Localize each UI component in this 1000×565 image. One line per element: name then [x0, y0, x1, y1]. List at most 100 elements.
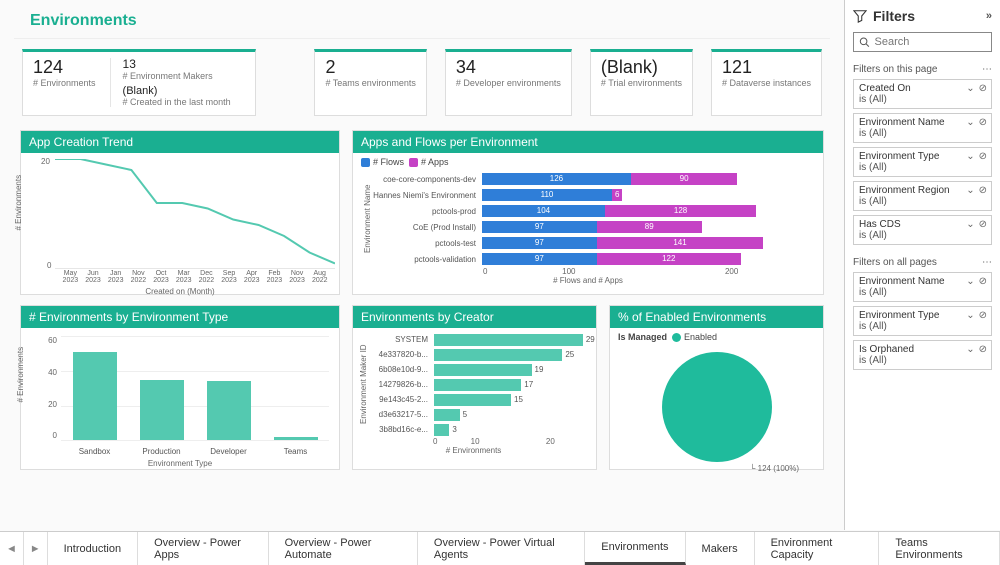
report-tab[interactable]: Overview - Power Automate	[269, 532, 418, 565]
column-bar[interactable]	[207, 381, 251, 440]
chevron-down-icon[interactable]: ⌄	[966, 310, 974, 321]
y-axis-label: # Environments	[16, 347, 25, 403]
filter-section-label: Filters on this page	[853, 64, 938, 75]
y-axis-label: Environment Maker ID	[359, 332, 368, 437]
x-axis-label: # Environments	[359, 446, 588, 455]
search-icon	[859, 36, 870, 48]
filter-card[interactable]: Environment Nameis (All)⌄⊘	[853, 272, 992, 302]
bar-row[interactable]: Hannes Niemi's Environment1106	[372, 187, 813, 203]
filter-card[interactable]: Created Onis (All)⌄⊘	[853, 79, 992, 109]
filter-card[interactable]: Is Orphanedis (All)⌄⊘	[853, 340, 992, 370]
bar-row[interactable]: SYSTEM29	[368, 332, 588, 347]
bar-row[interactable]: 14279826-b...17	[368, 377, 588, 392]
tab-scroll-left[interactable]: ◄	[0, 532, 24, 565]
kpi-label: # Trial environments	[601, 78, 682, 88]
kpi-card-environments[interactable]: 124 # Environments 13 # Environment Make…	[22, 49, 256, 116]
card-apps-flows[interactable]: Apps and Flows per Environment # Flows #…	[352, 130, 824, 295]
clear-filter-icon[interactable]: ⊘	[979, 185, 987, 196]
more-icon[interactable]: ⋯	[982, 257, 992, 268]
report-tab[interactable]: Introduction	[48, 532, 138, 565]
card-title: App Creation Trend	[21, 131, 339, 153]
filter-card[interactable]: Environment Nameis (All)⌄⊘	[853, 113, 992, 143]
kpi-label: # Developer environments	[456, 78, 561, 88]
clear-filter-icon[interactable]: ⊘	[979, 83, 987, 94]
card-title: # Environments by Environment Type	[21, 306, 339, 328]
bar-row[interactable]: pctools-prod104128	[372, 203, 813, 219]
chevron-down-icon[interactable]: ⌄	[966, 219, 974, 230]
card-app-creation-trend[interactable]: App Creation Trend # Environments 20 0 M…	[20, 130, 340, 295]
kpi-card-trial[interactable]: (Blank) # Trial environments	[590, 49, 693, 116]
report-tab[interactable]: Environments	[585, 532, 685, 565]
clear-filter-icon[interactable]: ⊘	[979, 151, 987, 162]
clear-filter-icon[interactable]: ⊘	[979, 117, 987, 128]
chevron-down-icon[interactable]: ⌄	[966, 276, 974, 287]
filter-card[interactable]: Environment Regionis (All)⌄⊘	[853, 181, 992, 211]
chart-legend: # Flows # Apps	[353, 153, 823, 171]
bar-row[interactable]: 3b8bd16c-e...3	[368, 422, 588, 437]
clear-filter-icon[interactable]: ⊘	[979, 219, 987, 230]
bar-row[interactable]: 4e337820-b...25	[368, 347, 588, 362]
report-tab[interactable]: Environment Capacity	[755, 532, 880, 565]
column-bar[interactable]	[73, 352, 117, 440]
clear-filter-icon[interactable]: ⊘	[979, 344, 987, 355]
filter-card[interactable]: Environment Typeis (All)⌄⊘	[853, 147, 992, 177]
more-icon[interactable]: ⋯	[982, 64, 992, 75]
card-title: Apps and Flows per Environment	[353, 131, 823, 153]
kpi-value: 13	[123, 58, 231, 71]
pie-chart	[662, 352, 772, 462]
report-tab[interactable]: Overview - Power Apps	[138, 532, 269, 565]
bar-row[interactable]: pctools-test97141	[372, 235, 813, 251]
clear-filter-icon[interactable]: ⊘	[979, 276, 987, 287]
chevron-down-icon[interactable]: ⌄	[966, 83, 974, 94]
collapse-pane-icon[interactable]: »	[986, 10, 992, 22]
bar-row[interactable]: coe-core-components-dev12690	[372, 171, 813, 187]
filter-card[interactable]: Has CDSis (All)⌄⊘	[853, 215, 992, 245]
kpi-label: # Environment Makers	[123, 71, 231, 81]
kpi-label: # Teams environments	[325, 78, 415, 88]
bar-row[interactable]: pctools-validation97122	[372, 251, 813, 267]
tab-scroll-right[interactable]: ►	[24, 532, 48, 565]
filters-pane: Filters » Filters on this page⋯ Created …	[844, 0, 1000, 530]
kpi-value: (Blank)	[123, 85, 231, 97]
bar-row[interactable]: 6b08e10d-9...19	[368, 362, 588, 377]
card-env-by-type[interactable]: # Environments by Environment Type # Env…	[20, 305, 340, 470]
bar-row[interactable]: CoE (Prod Install)9789	[372, 219, 813, 235]
kpi-card-dataverse[interactable]: 121 # Dataverse instances	[711, 49, 822, 116]
kpi-value: 34	[456, 58, 561, 78]
kpi-value: 124	[33, 58, 96, 78]
card-title: % of Enabled Environments	[610, 306, 823, 328]
x-axis-label: Created on (Month)	[21, 287, 339, 296]
kpi-card-developer[interactable]: 34 # Developer environments	[445, 49, 572, 116]
filters-header: Filters »	[853, 8, 992, 24]
kpi-value: 2	[325, 58, 415, 78]
bar-row[interactable]: d3e63217-5...5	[368, 407, 588, 422]
chevron-down-icon[interactable]: ⌄	[966, 185, 974, 196]
kpi-label: # Environments	[33, 78, 96, 88]
card-env-by-creator[interactable]: Environments by Creator Environment Make…	[352, 305, 597, 470]
y-axis-label: Environment Name	[363, 171, 372, 267]
kpi-label: # Created in the last month	[123, 97, 231, 107]
x-axis-label: # Flows and # Apps	[363, 276, 813, 285]
x-axis-label: Environment Type	[21, 459, 339, 468]
report-tab[interactable]: Makers	[686, 532, 755, 565]
chevron-down-icon[interactable]: ⌄	[966, 344, 974, 355]
line-chart	[55, 159, 335, 269]
chevron-down-icon[interactable]: ⌄	[966, 117, 974, 128]
y-axis-label: # Environments	[14, 175, 23, 231]
bar-row[interactable]: 9e143c45-2...15	[368, 392, 588, 407]
column-bar[interactable]	[274, 437, 318, 440]
report-tab[interactable]: Overview - Power Virtual Agents	[418, 532, 585, 565]
kpi-card-teams[interactable]: 2 # Teams environments	[314, 49, 426, 116]
filter-card[interactable]: Environment Typeis (All)⌄⊘	[853, 306, 992, 336]
report-tab[interactable]: Teams Environments	[879, 532, 1000, 565]
clear-filter-icon[interactable]: ⊘	[979, 310, 987, 321]
kpi-value: (Blank)	[601, 58, 682, 78]
report-canvas: Environments 124 # Environments 13 # Env…	[0, 0, 844, 530]
filter-search[interactable]	[853, 32, 992, 52]
filter-search-input[interactable]	[875, 36, 986, 48]
page-tabs: ◄ ► IntroductionOverview - Power AppsOve…	[0, 531, 1000, 565]
chevron-down-icon[interactable]: ⌄	[966, 151, 974, 162]
column-bar[interactable]	[140, 380, 184, 441]
column-chart	[61, 336, 329, 440]
card-enabled-environments[interactable]: % of Enabled Environments Is Managed Ena…	[609, 305, 824, 470]
